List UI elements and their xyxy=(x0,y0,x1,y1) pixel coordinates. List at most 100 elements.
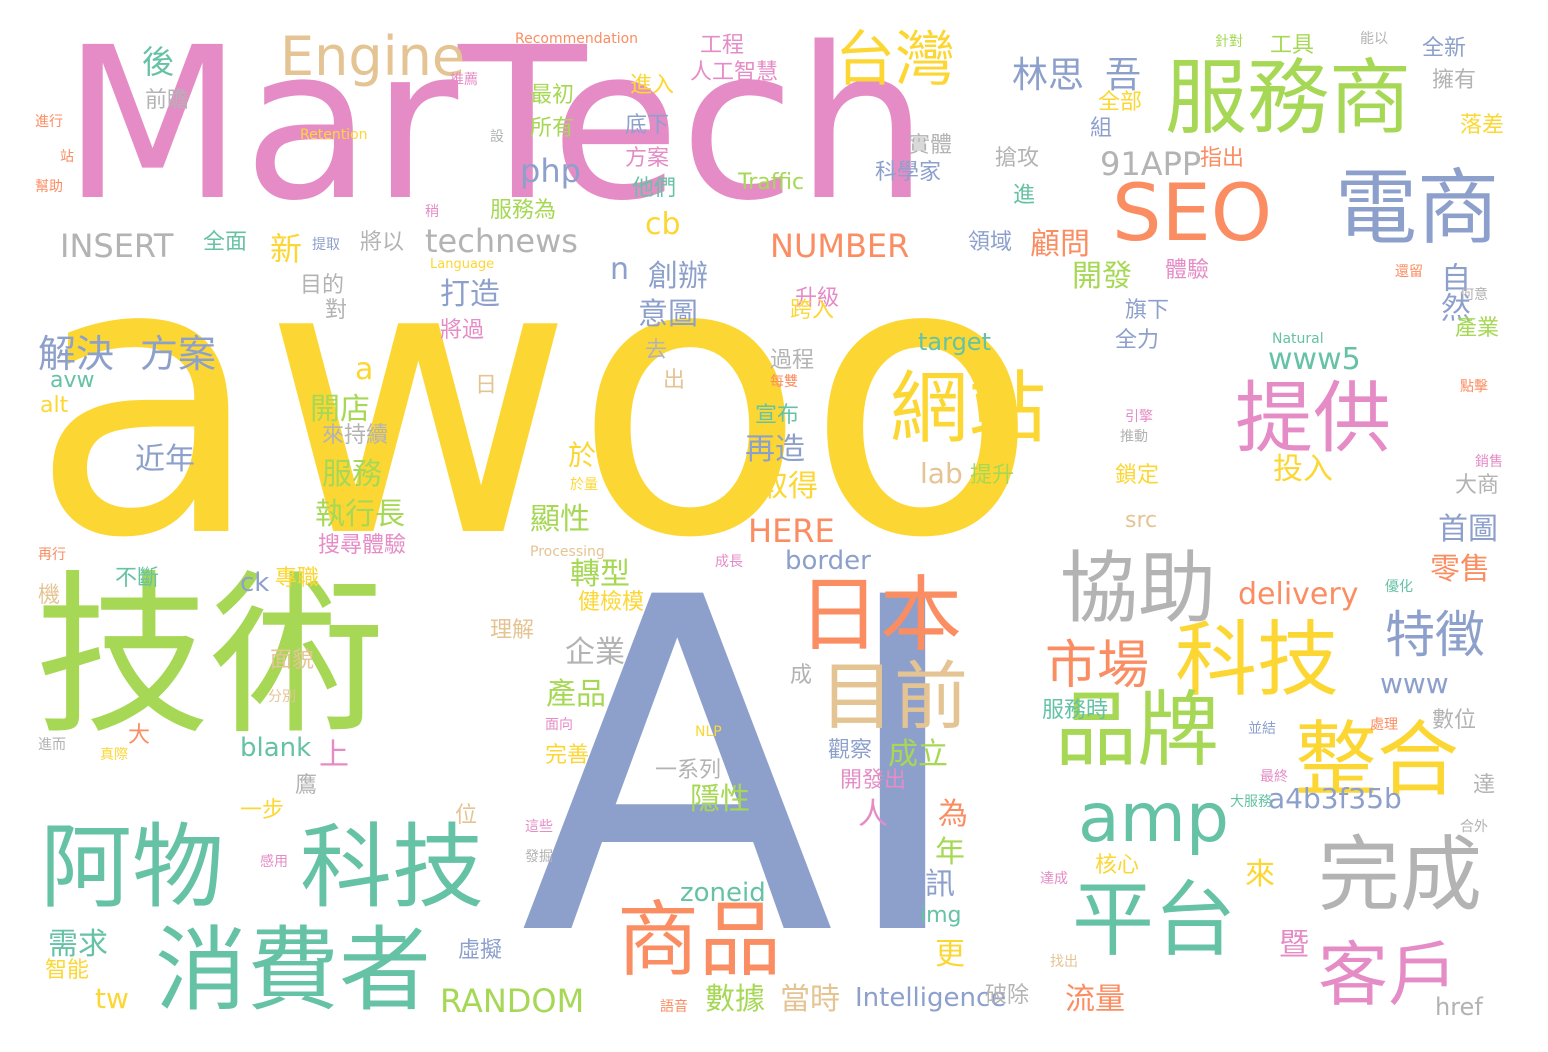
cloud-word: 科學家 xyxy=(875,160,942,185)
cloud-word: 成立 xyxy=(888,737,948,772)
cloud-word: target xyxy=(918,328,991,356)
cloud-word: 底下 xyxy=(625,113,670,138)
cloud-word: 自然 xyxy=(1435,262,1470,322)
cloud-word: 科技 xyxy=(300,814,485,921)
cloud-word: 工具 xyxy=(1270,33,1315,58)
cloud-word: 推薦 xyxy=(450,72,478,88)
cloud-word: 隱性 xyxy=(690,782,750,817)
cloud-word: 搶攻 xyxy=(995,146,1040,171)
cloud-word: 擁有 xyxy=(1432,68,1477,93)
cloud-word: 幫助 xyxy=(35,179,63,195)
cloud-word: n xyxy=(610,252,630,287)
cloud-word: 開發 xyxy=(1072,259,1132,294)
cloud-word: 提供 xyxy=(1235,374,1392,464)
cloud-word: 提取 xyxy=(312,237,340,253)
cloud-word: 工程 xyxy=(700,33,745,58)
cloud-word: 鷹 xyxy=(295,773,318,798)
cloud-word: 升級 xyxy=(795,286,840,311)
cloud-word: Processing xyxy=(530,544,605,560)
cloud-word: 為 xyxy=(938,797,968,832)
cloud-word: 搜尋體驗 xyxy=(318,533,407,558)
cloud-word: 當時 xyxy=(780,982,840,1017)
cloud-word: 產業 xyxy=(1455,316,1500,341)
cloud-word: 成 xyxy=(790,663,813,688)
cloud-word: 上 xyxy=(313,738,348,768)
cloud-word: 服務為 xyxy=(490,198,557,223)
cloud-word: 健檢模 xyxy=(578,590,645,615)
cloud-word: php xyxy=(520,152,581,190)
cloud-word: 轉型 xyxy=(570,557,630,592)
cloud-word: 最初 xyxy=(530,83,575,108)
cloud-word: 全部 xyxy=(1098,90,1143,115)
cloud-word: 零售 xyxy=(1430,552,1490,587)
cloud-word: 特徵 xyxy=(1385,606,1485,664)
cloud-word: 流量 xyxy=(1065,982,1125,1017)
cloud-word: 跨入 xyxy=(790,298,835,323)
cloud-word: 能以 xyxy=(1360,31,1388,47)
cloud-word: 提升 xyxy=(970,463,1015,488)
cloud-word: 再造 xyxy=(745,432,805,467)
cloud-word: 新 xyxy=(265,232,303,264)
cloud-word: Recommendation xyxy=(515,31,639,47)
cloud-word: 指出 xyxy=(1200,146,1245,171)
cloud-word: 合外 xyxy=(1460,819,1488,835)
cloud-word: a4b3f35b xyxy=(1268,782,1402,815)
cloud-word: 網站 xyxy=(890,364,1047,454)
cloud-word: 點擊 xyxy=(1460,379,1488,395)
cloud-word: 解決 xyxy=(38,332,115,376)
cloud-word: 於量 xyxy=(570,477,598,493)
cloud-word: 吾 xyxy=(1105,55,1142,96)
cloud-word: awoo xyxy=(30,178,1039,621)
cloud-word: alt xyxy=(40,393,69,418)
cloud-word: 大商 xyxy=(1455,473,1500,498)
cloud-word: 落差 xyxy=(1460,113,1505,138)
cloud-word: lab xyxy=(920,457,963,490)
cloud-word: 完善 xyxy=(545,743,590,768)
cloud-word: 科技 xyxy=(1175,613,1340,708)
cloud-word: 觀察 xyxy=(828,738,873,763)
cloud-word: 消費者 xyxy=(155,917,432,1024)
cloud-word: 旗下 xyxy=(1125,298,1170,323)
cloud-word: 暨 xyxy=(1273,928,1308,958)
cloud-word: HERE xyxy=(748,512,835,550)
cloud-word: 整合 xyxy=(1295,713,1460,808)
cloud-word: 大服務 xyxy=(1230,794,1272,810)
cloud-word: 目前 xyxy=(820,654,968,740)
cloud-word: 執行長 xyxy=(315,497,405,532)
cloud-word: cb xyxy=(645,207,681,242)
cloud-word: 核心 xyxy=(1095,853,1140,878)
cloud-word: 虛擬 xyxy=(458,938,503,963)
cloud-word: 最終 xyxy=(1260,769,1288,785)
cloud-word: 開店 xyxy=(310,392,370,427)
cloud-word: 稍 xyxy=(425,204,439,220)
cloud-word: 顧問 xyxy=(1030,227,1090,262)
cloud-word: 領域 xyxy=(968,230,1013,255)
cloud-word: 實體 xyxy=(908,133,953,158)
cloud-word: Intelligence xyxy=(855,983,1007,1013)
cloud-word: Language xyxy=(430,257,495,272)
cloud-word: zoneid xyxy=(680,878,766,908)
cloud-word: 投入 xyxy=(1273,452,1333,487)
cloud-word: NLP xyxy=(695,724,722,740)
cloud-word: 分別 xyxy=(268,689,296,705)
cloud-word: 服務時 xyxy=(1042,698,1109,723)
cloud-word: 進 xyxy=(1013,183,1036,208)
cloud-word: blank xyxy=(240,733,312,763)
cloud-word: 人 xyxy=(858,797,888,832)
cloud-word: 來 xyxy=(1245,857,1275,892)
cloud-word: 開發出 xyxy=(840,768,907,793)
cloud-word: 服務 xyxy=(322,457,382,492)
cloud-word: 客戶 xyxy=(1318,934,1458,1016)
cloud-word: Engine xyxy=(280,25,466,88)
cloud-word: 面向 xyxy=(545,717,573,733)
cloud-word: 將以 xyxy=(360,230,405,255)
cloud-word: 數據 xyxy=(705,982,765,1017)
cloud-word: AI xyxy=(520,502,971,1037)
cloud-word: 組 xyxy=(1090,116,1113,141)
cloud-word: www5 xyxy=(1268,342,1361,377)
cloud-word: 一步 xyxy=(240,798,285,823)
cloud-word: 方案 xyxy=(625,146,670,171)
cloud-word: 體驗 xyxy=(1165,258,1210,283)
cloud-word: 來持續 xyxy=(322,423,389,448)
cloud-word: 需求 xyxy=(48,927,108,962)
